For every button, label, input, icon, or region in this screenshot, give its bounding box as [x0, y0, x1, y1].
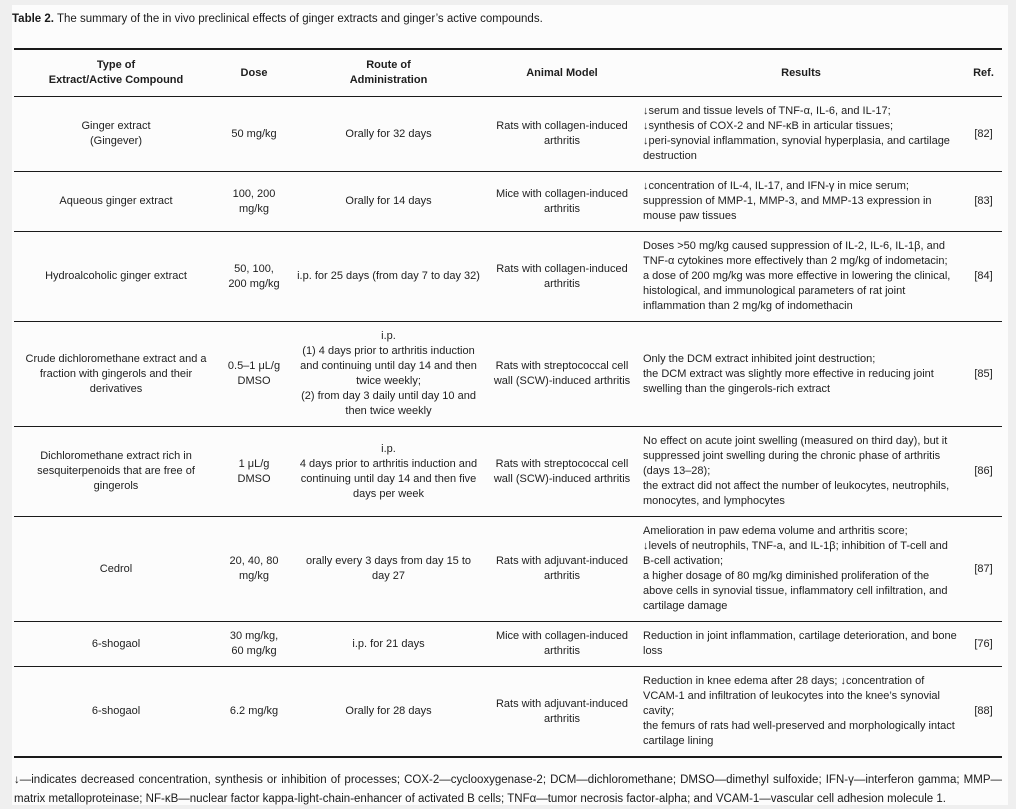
cell-dose: 30 mg/kg, 60 mg/kg	[218, 621, 290, 667]
cell-reference: [86]	[965, 426, 1002, 517]
table-caption-text: The summary of the in vivo preclinical e…	[56, 13, 543, 25]
cell-extract-type: Ginger extract (Gingever)	[81, 120, 151, 147]
cell-results: ↓concentration of IL-4, IL-17, and IFN-γ…	[637, 171, 965, 232]
cell-route: i.p. (1) 4 days prior to arthritis induc…	[290, 321, 487, 427]
document-page: Table 2. The summary of the in vivo prec…	[12, 5, 1008, 805]
cell-dose: 100, 200 mg/kg	[218, 171, 290, 232]
table-row: Ginger extract (Gingever) 50 mg/kg Orall…	[14, 97, 1002, 172]
cell-route: i.p. 4 days prior to arthritis induction…	[290, 426, 487, 517]
table-row: Aqueous ginger extract 100, 200 mg/kg Or…	[14, 171, 1002, 232]
column-header-animal-model: Animal Model	[487, 49, 637, 97]
cell-animal-model: Rats with streptococcal cell wall (SCW)-…	[487, 426, 637, 517]
cell-reference: [76]	[965, 621, 1002, 667]
cell-reference: [82]	[974, 127, 993, 140]
cell-extract-type: Cedrol	[14, 516, 218, 622]
column-header-ref: Ref.	[965, 49, 1002, 97]
cell-results: ↓serum and tissue levels of TNF-α, IL-6,…	[643, 105, 950, 162]
cell-route: Orally for 28 days	[290, 666, 487, 757]
cell-reference: [84]	[965, 231, 1002, 322]
cell-route: i.p. for 21 days	[290, 621, 487, 667]
cell-results: Amelioration in paw edema volume and art…	[637, 516, 965, 622]
cell-route: Orally for 14 days	[290, 171, 487, 232]
table-row: Dichloromethane extract rich in sesquite…	[14, 426, 1002, 517]
column-header-dose: Dose	[218, 49, 290, 97]
cell-animal-model: Mice with collagen-induced arthritis	[487, 171, 637, 232]
cell-animal-model: Rats with adjuvant-induced arthritis	[487, 666, 637, 757]
column-header-results: Results	[637, 49, 965, 97]
column-header-type: Type of Extract/Active Compound	[14, 49, 218, 97]
table-caption-label: Table 2.	[12, 13, 54, 25]
cell-animal-model: Rats with collagen-induced arthritis	[496, 120, 628, 147]
cell-animal-model: Rats with collagen-induced arthritis	[487, 231, 637, 322]
preclinical-effects-table: Type of Extract/Active Compound Dose Rou…	[14, 48, 1002, 758]
table-row: Crude dichloromethane extract and a frac…	[14, 321, 1002, 427]
cell-dose: 1 μL/g DMSO	[218, 426, 290, 517]
table-row: Hydroalcoholic ginger extract 50, 100, 2…	[14, 231, 1002, 322]
cell-extract-type: Crude dichloromethane extract and a frac…	[14, 321, 218, 427]
cell-extract-type: Dichloromethane extract rich in sesquite…	[14, 426, 218, 517]
cell-results: Reduction in knee edema after 28 days; ↓…	[637, 666, 965, 757]
cell-dose: 6.2 mg/kg	[218, 666, 290, 757]
cell-extract-type: Aqueous ginger extract	[14, 171, 218, 232]
cell-route: i.p. for 25 days (from day 7 to day 32)	[290, 231, 487, 322]
cell-reference: [83]	[965, 171, 1002, 232]
cell-results: Doses >50 mg/kg caused suppression of IL…	[637, 231, 965, 322]
cell-extract-type: 6-shogaol	[14, 666, 218, 757]
table-row: 6-shogaol 6.2 mg/kg Orally for 28 days R…	[14, 666, 1002, 757]
cell-dose: 0.5–1 μL/g DMSO	[218, 321, 290, 427]
cell-route: Orally for 32 days	[345, 127, 432, 140]
cell-dose: 50 mg/kg	[231, 127, 277, 140]
cell-results: Only the DCM extract inhibited joint des…	[637, 321, 965, 427]
cell-extract-type: 6-shogaol	[14, 621, 218, 667]
cell-results: Reduction in joint inflammation, cartila…	[637, 621, 965, 667]
cell-route: orally every 3 days from day 15 to day 2…	[290, 516, 487, 622]
table-caption: Table 2. The summary of the in vivo prec…	[12, 12, 1008, 27]
cell-animal-model: Rats with streptococcal cell wall (SCW)-…	[487, 321, 637, 427]
column-header-route: Route of Administration	[290, 49, 487, 97]
cell-dose: 20, 40, 80 mg/kg	[218, 516, 290, 622]
cell-extract-type: Hydroalcoholic ginger extract	[14, 231, 218, 322]
table-row: Cedrol 20, 40, 80 mg/kg orally every 3 d…	[14, 516, 1002, 622]
cell-results: No effect on acute joint swelling (measu…	[637, 426, 965, 517]
table-footnote: ↓—indicates decreased concentration, syn…	[14, 774, 1002, 805]
cell-reference: [88]	[965, 666, 1002, 757]
header-row: Type of Extract/Active Compound Dose Rou…	[14, 49, 1002, 97]
cell-animal-model: Mice with collagen-induced arthritis	[487, 621, 637, 667]
table-row: 6-shogaol 30 mg/kg, 60 mg/kg i.p. for 21…	[14, 621, 1002, 667]
cell-animal-model: Rats with adjuvant-induced arthritis	[487, 516, 637, 622]
cell-reference: [87]	[965, 516, 1002, 622]
cell-dose: 50, 100, 200 mg/kg	[218, 231, 290, 322]
cell-reference: [85]	[965, 321, 1002, 427]
